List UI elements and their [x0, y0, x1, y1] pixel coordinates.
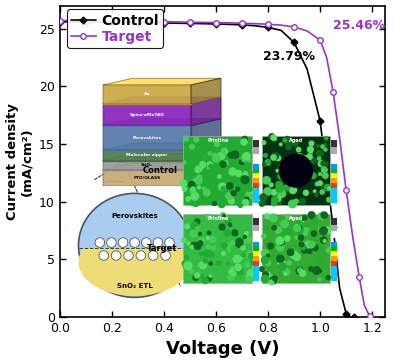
Target	[123, 19, 127, 23]
Control	[188, 21, 192, 25]
Control	[84, 20, 88, 24]
Target	[136, 19, 140, 24]
Line: Target: Target	[57, 18, 376, 320]
Y-axis label: Current density
(mA/cm²): Current density (mA/cm²)	[6, 103, 33, 220]
Target	[337, 136, 342, 141]
Control	[279, 28, 283, 32]
Control	[337, 286, 342, 290]
Target	[240, 21, 244, 25]
Target	[214, 20, 218, 25]
Target	[279, 23, 283, 27]
Target	[292, 25, 296, 29]
Target	[253, 21, 257, 26]
Text: 25.46%: 25.46%	[333, 19, 385, 32]
Control	[305, 67, 309, 71]
Control	[110, 20, 114, 25]
Control	[344, 311, 349, 316]
Control	[162, 21, 166, 25]
Line: Control: Control	[58, 19, 357, 320]
Target	[149, 19, 153, 24]
Target	[97, 19, 101, 23]
Target	[318, 38, 322, 42]
X-axis label: Voltage (V): Voltage (V)	[166, 340, 279, 359]
Control	[227, 22, 231, 27]
Target	[71, 18, 75, 23]
Control	[318, 119, 322, 123]
Control	[253, 24, 257, 28]
Control	[240, 23, 244, 27]
Target	[188, 20, 192, 24]
Control	[97, 20, 101, 24]
Legend: Control, Target: Control, Target	[67, 9, 163, 48]
Control	[266, 25, 270, 29]
Target	[201, 20, 205, 25]
Target	[110, 19, 114, 23]
Control	[201, 21, 205, 26]
Control	[71, 20, 75, 24]
Control	[348, 315, 352, 319]
Target	[362, 303, 367, 308]
Target	[58, 18, 62, 23]
Target	[84, 19, 88, 23]
Target	[175, 20, 179, 24]
Control	[324, 173, 329, 177]
Control	[214, 22, 218, 26]
Control	[136, 20, 140, 25]
Control	[331, 225, 335, 229]
Control	[351, 315, 356, 319]
Text: 23.79%: 23.79%	[263, 50, 315, 63]
Target	[350, 234, 355, 238]
Target	[305, 29, 309, 33]
Control	[175, 21, 179, 25]
Target	[331, 90, 335, 94]
Target	[367, 314, 372, 318]
Control	[123, 20, 127, 25]
Target	[344, 188, 349, 192]
Target	[266, 22, 270, 27]
Control	[58, 20, 62, 24]
Control	[149, 21, 153, 25]
Target	[162, 20, 166, 24]
Control	[292, 40, 296, 45]
Target	[227, 21, 231, 25]
Target	[371, 315, 376, 319]
Target	[324, 55, 329, 60]
Target	[357, 274, 362, 279]
